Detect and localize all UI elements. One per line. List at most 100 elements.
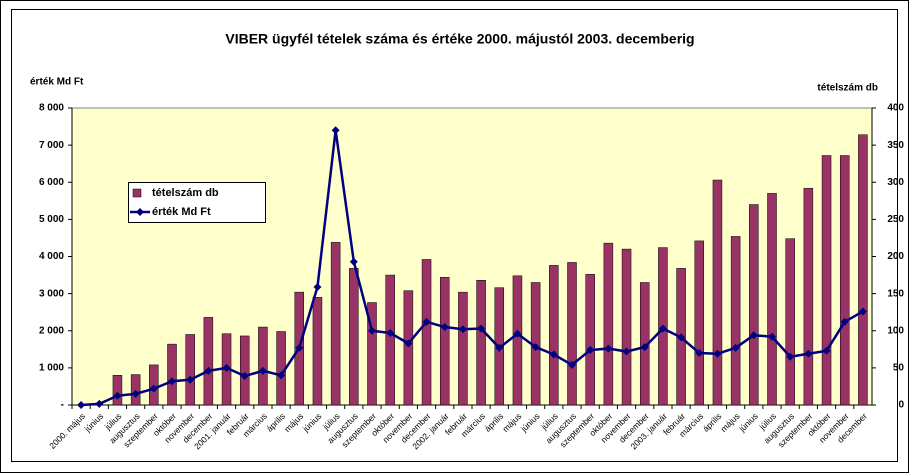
bar	[476, 280, 486, 406]
bar	[330, 242, 341, 406]
bar	[276, 331, 286, 406]
bar	[349, 268, 359, 406]
bar	[367, 302, 377, 406]
y2-tick-label: 0	[898, 400, 904, 411]
y2-tick-label: 350	[887, 140, 904, 151]
line-marker	[222, 363, 231, 372]
bar	[239, 335, 250, 406]
line-marker	[95, 399, 104, 408]
legend-box	[128, 182, 266, 223]
y2-axis-label: tételszám db	[817, 83, 878, 94]
line-marker	[549, 350, 558, 359]
line-marker	[677, 333, 686, 342]
line-marker	[258, 366, 267, 375]
line-marker	[240, 372, 249, 381]
y2-tick-label: 50	[893, 363, 905, 374]
line-marker	[804, 349, 813, 358]
line-marker	[440, 323, 449, 332]
line-marker	[77, 401, 86, 409]
line-marker	[622, 347, 631, 356]
bar	[512, 275, 523, 406]
bar	[567, 262, 577, 406]
bar	[858, 134, 868, 406]
line-marker	[586, 346, 595, 355]
line-marker	[786, 352, 795, 361]
bar	[712, 179, 723, 406]
chart-title: VIBER ügyfél tételek száma és értéke 200…	[225, 31, 694, 47]
legend-label: érték Md Ft	[152, 206, 211, 218]
line-marker	[568, 360, 576, 369]
line-marker	[495, 343, 504, 352]
y-tick-label: 8 000	[39, 103, 64, 114]
line-marker	[768, 332, 776, 341]
bar	[439, 277, 450, 406]
y-axis-label: érték Md Ft	[30, 77, 84, 88]
line-marker	[840, 317, 849, 326]
y-tick-label: 3 000	[39, 288, 64, 299]
line-marker	[386, 328, 395, 337]
y-tick-label: 1 000	[39, 363, 64, 374]
line-marker	[168, 377, 176, 386]
line-marker	[422, 317, 431, 326]
line-marker	[531, 343, 540, 352]
bar	[385, 274, 395, 406]
bar	[603, 242, 614, 406]
bar	[749, 204, 759, 406]
line-marker	[513, 329, 522, 338]
bar	[621, 248, 632, 406]
bar	[458, 291, 468, 406]
y2-tick-label: 100	[887, 325, 904, 336]
y-tick-label: 5 000	[39, 214, 64, 225]
bar	[767, 193, 777, 406]
y2-tick-label: 250	[887, 214, 904, 225]
y-tick-label: 4 000	[39, 251, 64, 262]
line-marker	[749, 331, 758, 340]
bar	[258, 326, 268, 406]
line-marker	[204, 366, 213, 375]
bar	[130, 374, 141, 406]
bar	[203, 317, 214, 406]
line-marker	[349, 257, 358, 266]
line-marker	[858, 307, 867, 316]
line-marker	[695, 349, 704, 358]
y-tick-label: 7 000	[39, 140, 64, 151]
line-marker	[277, 371, 286, 380]
line-marker	[368, 326, 376, 335]
bar	[112, 375, 123, 406]
line-marker	[713, 349, 722, 358]
line-marker	[640, 343, 649, 352]
y-tick-label: -	[61, 400, 64, 411]
bar	[730, 236, 741, 406]
bar	[549, 265, 559, 406]
bar	[421, 259, 432, 406]
bar	[821, 155, 832, 406]
line-marker	[658, 324, 667, 333]
y2-tick-label: 200	[887, 251, 904, 262]
y2-tick-label: 150	[887, 288, 904, 299]
bar	[785, 238, 795, 406]
y2-tick-label: 400	[887, 103, 904, 114]
legend-label: tételszám db	[152, 187, 219, 199]
line-marker	[149, 384, 158, 393]
legend-marker	[136, 208, 144, 216]
line-marker	[113, 391, 122, 400]
bar	[803, 187, 814, 406]
legend-swatch	[132, 188, 142, 198]
y-tick-label: 6 000	[39, 177, 64, 188]
line-marker	[604, 344, 613, 353]
line-marker	[458, 325, 467, 334]
line-marker	[186, 375, 195, 384]
line-marker	[477, 324, 486, 333]
bar	[694, 240, 705, 406]
bar	[839, 155, 850, 406]
line-marker	[295, 343, 304, 352]
y-tick-label: 2 000	[39, 325, 64, 336]
line-marker	[131, 389, 140, 398]
bar	[585, 274, 595, 406]
line-marker	[731, 343, 740, 352]
line-marker	[822, 346, 831, 355]
bar	[312, 297, 323, 406]
line-marker	[331, 126, 340, 135]
bar	[403, 290, 414, 406]
